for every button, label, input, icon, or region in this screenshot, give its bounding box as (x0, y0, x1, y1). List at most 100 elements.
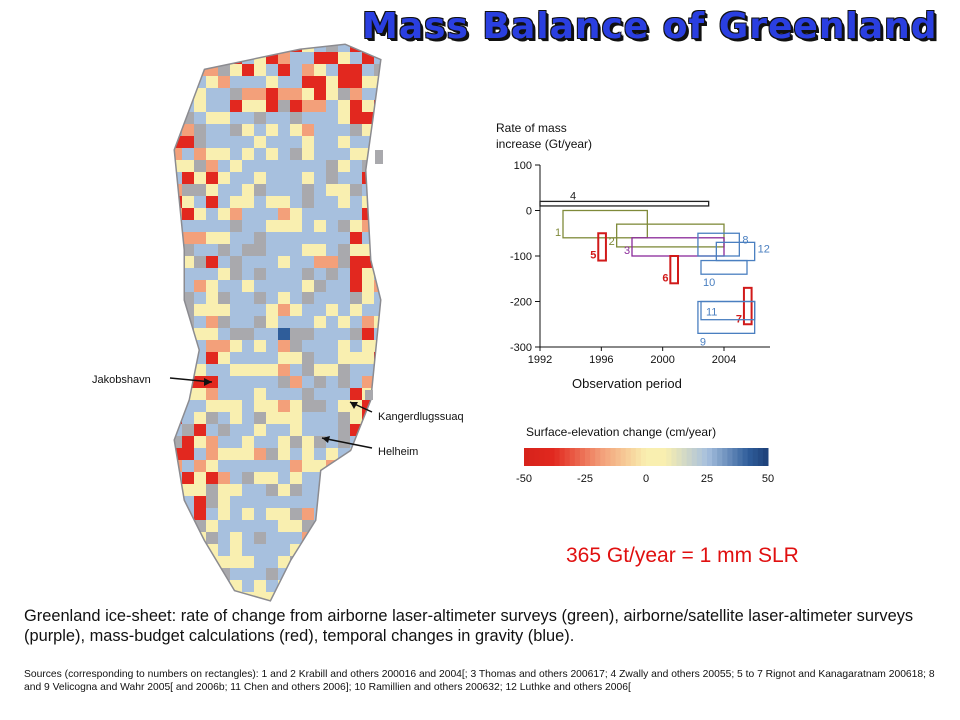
map-cell (350, 508, 362, 520)
map-cell (314, 412, 326, 424)
rect-label-2: 2 (609, 236, 615, 248)
map-cell (206, 45, 218, 52)
map-cell (290, 340, 302, 352)
map-cell (326, 304, 338, 316)
map-cell (362, 160, 374, 172)
map-cell (278, 424, 290, 436)
map-cell (175, 52, 182, 64)
map-cell (386, 484, 398, 496)
map-cell (326, 556, 338, 568)
map-cell (218, 52, 230, 64)
map-cell (194, 364, 206, 376)
map-cell (362, 424, 374, 436)
map-cell (230, 544, 242, 556)
map-cell (302, 340, 314, 352)
map-cell (326, 172, 338, 184)
map-cell (175, 496, 182, 508)
map-cell (386, 340, 398, 352)
map-cell (350, 184, 362, 196)
map-cell (338, 316, 350, 328)
map-cell (254, 532, 266, 544)
map-cell (362, 64, 374, 76)
map-cell (278, 496, 290, 508)
rect-label-1: 1 (555, 227, 561, 239)
map-cell (326, 592, 338, 600)
map-cell (230, 460, 242, 472)
map-cell (386, 304, 398, 316)
map-cell (326, 232, 338, 244)
map-cell (266, 508, 278, 520)
map-cell (350, 580, 362, 592)
legend-swatch (671, 448, 677, 466)
map-cell (182, 544, 194, 556)
map-cell (230, 148, 242, 160)
map-cell (254, 268, 266, 280)
map-cell (206, 388, 218, 400)
map-cell (314, 112, 326, 124)
map-cell (206, 316, 218, 328)
legend-swatch (651, 448, 657, 466)
map-cell (242, 172, 254, 184)
map-cell (254, 280, 266, 292)
map-cell (314, 256, 326, 268)
map-cell (302, 45, 314, 52)
map-cell (218, 388, 230, 400)
map-cell (242, 460, 254, 472)
map-cell (266, 88, 278, 100)
map-cell (362, 472, 374, 484)
map-cell (182, 244, 194, 256)
legend-swatch (544, 448, 550, 466)
map-cell (338, 556, 350, 568)
map-cell (386, 256, 398, 268)
map-cell (218, 100, 230, 112)
map-cell (266, 112, 278, 124)
map-cell (278, 45, 290, 52)
map-cell (230, 196, 242, 208)
map-cell (266, 544, 278, 556)
map-cell (290, 88, 302, 100)
map-cell (175, 160, 182, 172)
map-cell (326, 52, 338, 64)
map-cell (230, 100, 242, 112)
map-cell (230, 316, 242, 328)
map-cell (350, 316, 362, 328)
x-ticks: 1992 1996 2000 2004 (528, 347, 736, 366)
sources: Sources (corresponding to numbers on rec… (24, 669, 935, 693)
map-cell (206, 148, 218, 160)
map-cell (290, 220, 302, 232)
map-cell (302, 292, 314, 304)
map-cell (218, 496, 230, 508)
map-cell (206, 412, 218, 424)
map-cell (326, 184, 338, 196)
rect-label-12: 12 (758, 243, 770, 255)
map-cell (290, 280, 302, 292)
map-cell (175, 172, 182, 184)
map-cell (290, 256, 302, 268)
map-cell (362, 268, 374, 280)
map-cell (302, 280, 314, 292)
map-cell (386, 472, 398, 484)
map-cell (350, 556, 362, 568)
map-cell (266, 184, 278, 196)
map-cell (206, 592, 218, 600)
map-cell (374, 496, 380, 508)
map-cell (302, 172, 314, 184)
map-cell (314, 364, 326, 376)
map-cell (242, 184, 254, 196)
legend-swatch (701, 448, 708, 466)
map-cell (302, 148, 314, 160)
map-cell (266, 136, 278, 148)
map-cell (242, 508, 254, 520)
map-cell (206, 232, 218, 244)
map-cell (338, 340, 350, 352)
label-jakobshavn: Jakobshavn (92, 374, 151, 386)
map-cell (242, 76, 254, 88)
map-cell (314, 184, 326, 196)
map-cell (182, 124, 194, 136)
map-cell (350, 196, 362, 208)
map-cell (206, 208, 218, 220)
map-cell (242, 148, 254, 160)
map-cell (278, 592, 290, 600)
map-cell (206, 172, 218, 184)
